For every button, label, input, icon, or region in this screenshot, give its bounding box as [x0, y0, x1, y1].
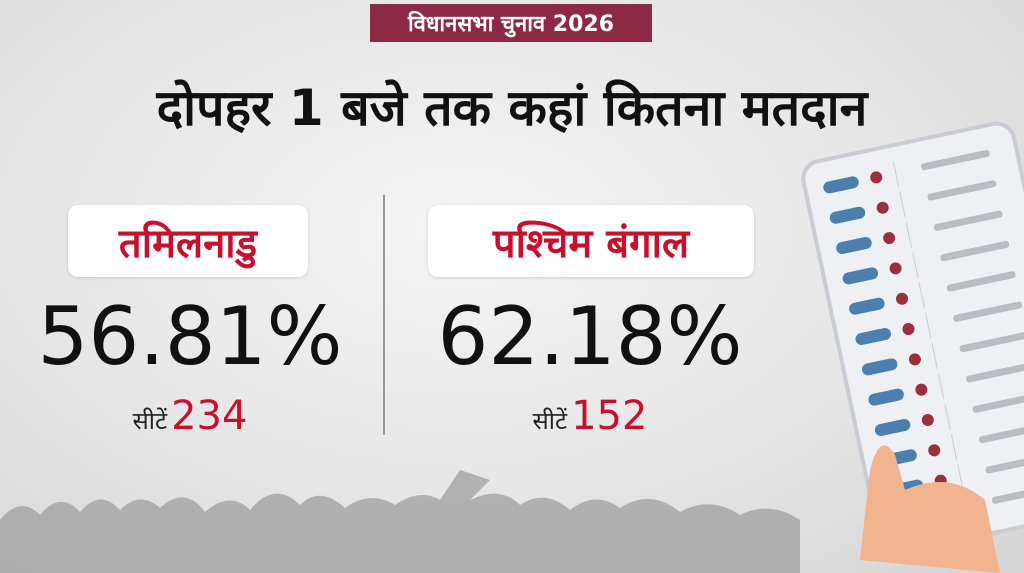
seats-value: 152 [571, 393, 648, 439]
seats-line: सीटें 234 [20, 393, 360, 439]
evm-part [940, 240, 1010, 262]
evm-part [889, 262, 902, 275]
seats-line: सीटें 152 [420, 393, 760, 439]
evm-part [944, 403, 951, 430]
evm-part [950, 434, 958, 460]
state-name: पश्चिम बंगाल [428, 205, 754, 277]
evm-part [876, 201, 889, 214]
evm-part [985, 453, 1024, 474]
evm-part [918, 282, 925, 309]
evm-part [870, 171, 883, 184]
evm-part [836, 237, 872, 255]
evm-illustration [801, 121, 1024, 555]
evm-part [928, 444, 941, 457]
state-name: तमिलनाडु [68, 205, 308, 277]
evm-part [966, 362, 1024, 383]
evm-part [905, 222, 913, 248]
seats-value: 234 [171, 393, 248, 439]
divider [383, 195, 385, 435]
turnout: 62.18% [437, 290, 743, 383]
evm-part [921, 413, 934, 426]
evm-part [933, 210, 1003, 231]
evm-part [868, 388, 904, 406]
evm-part [931, 343, 938, 369]
hand [860, 445, 1000, 573]
evm-part [855, 328, 891, 346]
evm-part [991, 483, 1024, 504]
evm-part [899, 191, 906, 218]
evm-part [829, 206, 866, 224]
evm-part [957, 464, 964, 491]
evm-part [927, 180, 997, 201]
evm-part [823, 176, 859, 194]
evm-part [915, 383, 928, 396]
evm-part [946, 271, 1016, 292]
evm-part [925, 313, 932, 339]
evm-part [920, 149, 990, 171]
evm-part [849, 297, 885, 315]
seats-label: सीटें [132, 407, 168, 435]
crowd-silhouette [0, 470, 800, 573]
evm-part [902, 323, 915, 336]
evm-part [912, 252, 919, 279]
seats-label: सीटें [532, 407, 568, 435]
evm-part [892, 161, 900, 188]
evm-part [883, 232, 896, 245]
evm-part [842, 267, 879, 285]
badge: विधानसभा चुनाव 2026 [370, 4, 652, 42]
evm-part [972, 392, 1024, 413]
evm-part [959, 331, 1024, 353]
evm-part [978, 422, 1024, 444]
evm-part [861, 358, 898, 376]
evm-part [953, 301, 1023, 322]
evm-part [937, 373, 945, 400]
evm-part [908, 353, 921, 366]
title: दोपहर 1 बजे तक कहां कितना मतदान [156, 79, 868, 137]
turnout: 56.81% [37, 290, 343, 383]
evm-part [896, 292, 909, 305]
evm-part [874, 418, 911, 436]
